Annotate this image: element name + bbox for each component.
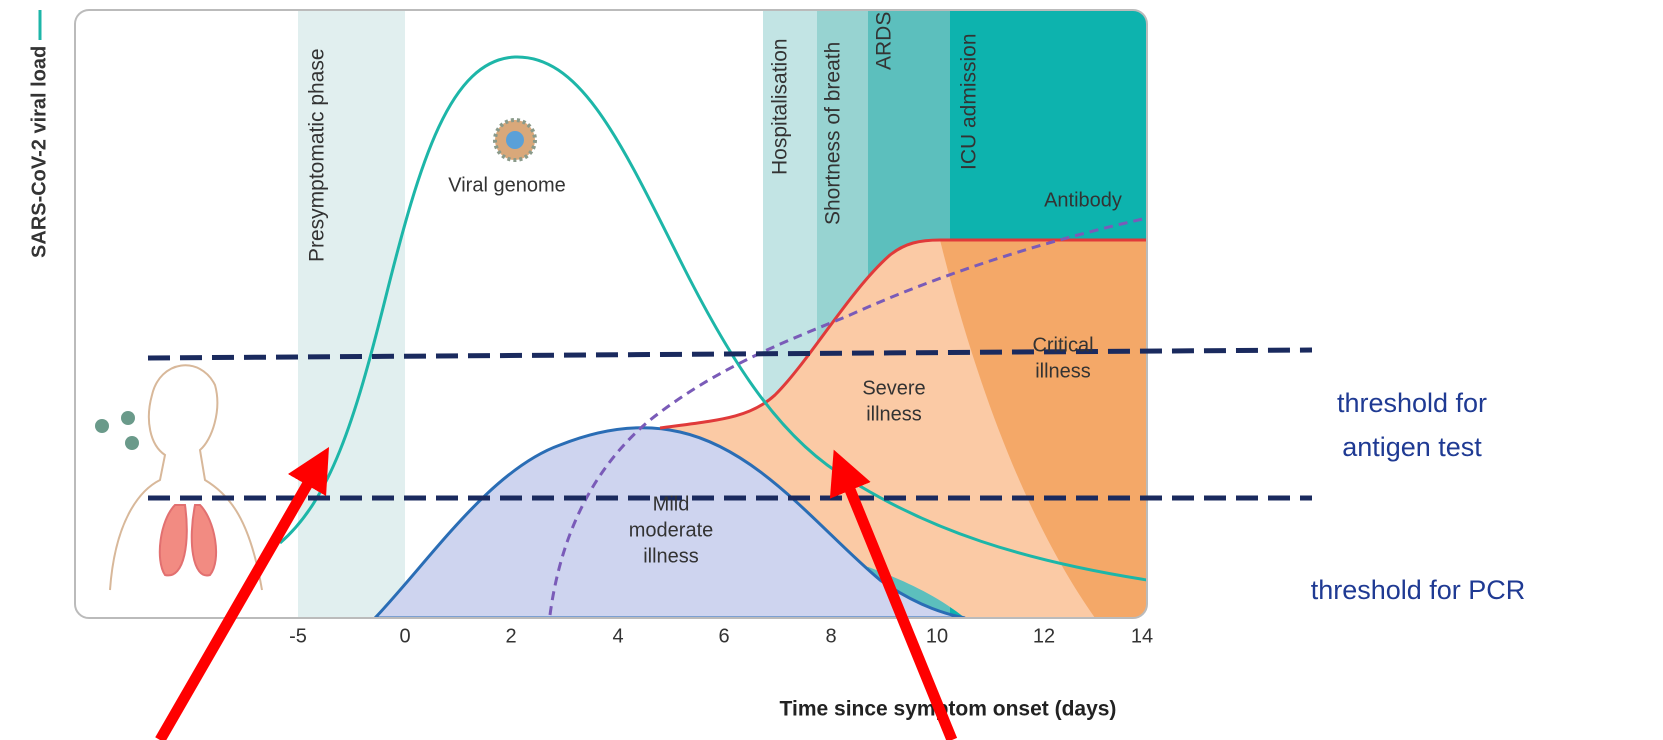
phase-label: Hospitalisation xyxy=(769,38,792,175)
x-tick-label: 6 xyxy=(718,625,729,647)
virus-icon xyxy=(495,120,535,160)
curve-label: Viral genome xyxy=(448,174,565,196)
y-axis-label: SARS-CoV-2 viral load xyxy=(28,46,50,258)
curve-label: Antibody xyxy=(1044,189,1122,211)
page: Presymptomatic phase Hospitalisation Sho… xyxy=(0,0,1663,740)
diagram: Presymptomatic phase Hospitalisation Sho… xyxy=(0,0,1663,740)
region-label: illness xyxy=(866,403,922,425)
region-label: Critical xyxy=(1032,334,1093,356)
x-tick-label: 2 xyxy=(505,625,516,647)
phase-label: ICU admission xyxy=(958,33,981,170)
x-tick-label: 10 xyxy=(926,625,948,647)
plot-area xyxy=(75,10,1147,618)
region-label: illness xyxy=(1035,360,1091,382)
region-label: moderate xyxy=(629,519,714,541)
x-tick-label: 0 xyxy=(399,625,410,647)
x-tick-label: -5 xyxy=(289,625,307,647)
x-ticks: -5 0 2 4 6 8 10 12 14 xyxy=(289,625,1153,647)
phase-label: Presymptomatic phase xyxy=(306,48,329,262)
region-label: Severe xyxy=(862,377,925,399)
region-label: illness xyxy=(643,545,699,567)
phase-label: ARDS xyxy=(873,12,896,70)
region-label: Mild xyxy=(653,493,690,515)
phase-label: Shortness of breath xyxy=(822,42,845,225)
threshold-label: threshold for xyxy=(1337,388,1487,418)
threshold-label: antigen test xyxy=(1342,432,1482,462)
threshold-label: threshold for PCR xyxy=(1311,575,1526,605)
x-tick-label: 12 xyxy=(1033,625,1055,647)
x-tick-label: 8 xyxy=(825,625,836,647)
x-tick-label: 14 xyxy=(1131,625,1153,647)
x-tick-label: 4 xyxy=(612,625,623,647)
